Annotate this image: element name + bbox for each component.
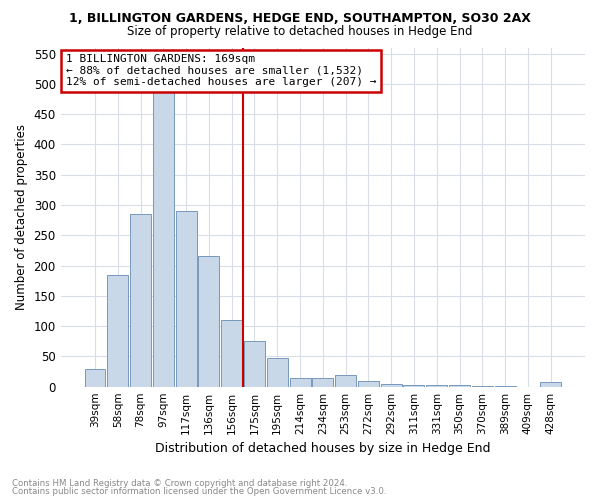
Bar <box>290 378 311 386</box>
Bar <box>358 380 379 386</box>
Bar <box>244 342 265 386</box>
Bar <box>540 382 561 386</box>
Y-axis label: Number of detached properties: Number of detached properties <box>15 124 28 310</box>
Bar <box>335 374 356 386</box>
Bar <box>403 385 424 386</box>
Bar <box>267 358 288 386</box>
Bar <box>221 320 242 386</box>
Text: Contains public sector information licensed under the Open Government Licence v3: Contains public sector information licen… <box>12 487 386 496</box>
Text: 1, BILLINGTON GARDENS, HEDGE END, SOUTHAMPTON, SO30 2AX: 1, BILLINGTON GARDENS, HEDGE END, SOUTHA… <box>69 12 531 26</box>
Bar <box>199 256 220 386</box>
Bar <box>313 378 334 386</box>
Bar <box>107 274 128 386</box>
Text: 1 BILLINGTON GARDENS: 169sqm
← 88% of detached houses are smaller (1,532)
12% of: 1 BILLINGTON GARDENS: 169sqm ← 88% of de… <box>66 54 376 88</box>
Text: Size of property relative to detached houses in Hedge End: Size of property relative to detached ho… <box>127 25 473 38</box>
Bar <box>176 211 197 386</box>
Bar <box>381 384 401 386</box>
Text: Contains HM Land Registry data © Crown copyright and database right 2024.: Contains HM Land Registry data © Crown c… <box>12 478 347 488</box>
X-axis label: Distribution of detached houses by size in Hedge End: Distribution of detached houses by size … <box>155 442 491 455</box>
Bar <box>130 214 151 386</box>
Bar <box>85 368 106 386</box>
Bar <box>153 78 174 386</box>
